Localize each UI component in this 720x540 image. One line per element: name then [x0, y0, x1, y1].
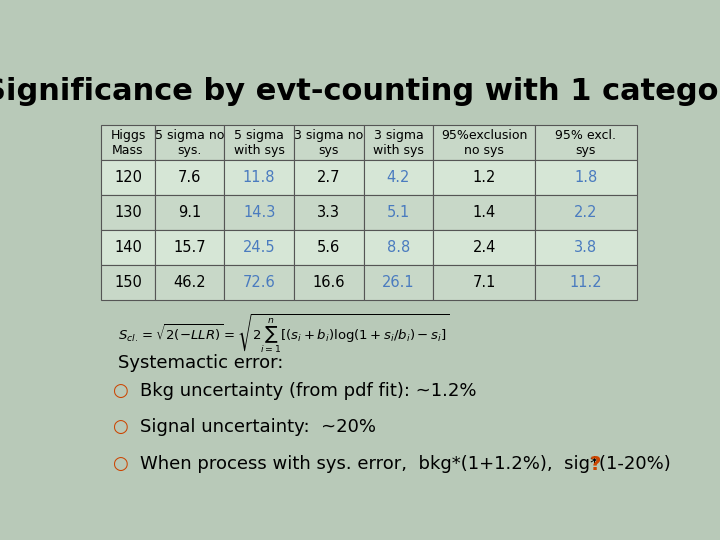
Bar [433, 195, 535, 230]
Text: 1.4: 1.4 [472, 205, 496, 220]
Text: Systemactic error:: Systemactic error: [118, 354, 283, 372]
Text: ?: ? [590, 455, 600, 474]
Text: Bkg uncertainty (from pdf fit): ~1.2%: Bkg uncertainty (from pdf fit): ~1.2% [140, 382, 477, 400]
Text: 7.6: 7.6 [178, 170, 201, 185]
Bar [101, 265, 155, 300]
Text: ○: ○ [112, 418, 128, 436]
Text: 11.8: 11.8 [243, 170, 276, 185]
Bar [433, 160, 535, 195]
Bar [294, 125, 364, 160]
Bar [364, 230, 433, 265]
Bar [155, 230, 225, 265]
Text: 5.1: 5.1 [387, 205, 410, 220]
Text: When process with sys. error,  bkg*(1+1.2%),  sig*(1-20%): When process with sys. error, bkg*(1+1.2… [140, 455, 671, 473]
Text: 26.1: 26.1 [382, 275, 415, 290]
Text: 1.8: 1.8 [575, 170, 598, 185]
Text: 2.7: 2.7 [317, 170, 341, 185]
Bar [155, 160, 225, 195]
Text: 46.2: 46.2 [174, 275, 206, 290]
Bar [155, 125, 225, 160]
Text: 4.2: 4.2 [387, 170, 410, 185]
Bar [294, 230, 364, 265]
Text: 95% excl.
sys: 95% excl. sys [555, 129, 616, 157]
Text: 16.6: 16.6 [312, 275, 345, 290]
Text: Significance by evt-counting with 1 category: Significance by evt-counting with 1 cate… [0, 77, 720, 106]
Text: 3 sigma
with sys: 3 sigma with sys [373, 129, 424, 157]
Bar [225, 265, 294, 300]
Bar [225, 230, 294, 265]
Text: 2.4: 2.4 [472, 240, 496, 255]
Text: 150: 150 [114, 275, 142, 290]
Bar [294, 195, 364, 230]
Text: 11.2: 11.2 [570, 275, 602, 290]
Bar [101, 230, 155, 265]
Bar [535, 125, 636, 160]
Text: 95%exclusion
no sys: 95%exclusion no sys [441, 129, 527, 157]
Text: 5 sigma no
sys.: 5 sigma no sys. [155, 129, 224, 157]
Text: 5 sigma
with sys: 5 sigma with sys [234, 129, 284, 157]
Text: ○: ○ [112, 382, 128, 400]
Bar [364, 160, 433, 195]
Text: 14.3: 14.3 [243, 205, 275, 220]
Bar [294, 160, 364, 195]
Text: 8.8: 8.8 [387, 240, 410, 255]
Text: 15.7: 15.7 [174, 240, 206, 255]
Bar [225, 195, 294, 230]
Bar [433, 265, 535, 300]
Text: 9.1: 9.1 [178, 205, 201, 220]
Text: 1.2: 1.2 [472, 170, 496, 185]
Text: Higgs
Mass: Higgs Mass [110, 129, 145, 157]
Bar [101, 125, 155, 160]
Bar [433, 125, 535, 160]
Bar [535, 265, 636, 300]
Bar [155, 265, 225, 300]
Bar [155, 195, 225, 230]
Text: 24.5: 24.5 [243, 240, 276, 255]
Text: 130: 130 [114, 205, 142, 220]
Bar [535, 230, 636, 265]
Text: 120: 120 [114, 170, 142, 185]
Bar [101, 195, 155, 230]
Bar [294, 265, 364, 300]
Text: 140: 140 [114, 240, 142, 255]
Bar [364, 125, 433, 160]
Bar [535, 160, 636, 195]
Text: 72.6: 72.6 [243, 275, 276, 290]
Bar [364, 195, 433, 230]
Bar [101, 160, 155, 195]
Text: $S_{cl.} = \sqrt{2(-LLR)} = \sqrt{2\sum_{i=1}^{n}[(s_i + b_i)\log(1 + s_i/b_i) -: $S_{cl.} = \sqrt{2(-LLR)} = \sqrt{2\sum_… [118, 312, 449, 355]
Text: 5.6: 5.6 [318, 240, 341, 255]
Text: 7.1: 7.1 [472, 275, 496, 290]
Text: ○: ○ [112, 455, 128, 473]
Bar [364, 265, 433, 300]
Text: 2.2: 2.2 [575, 205, 598, 220]
Text: 3.8: 3.8 [575, 240, 598, 255]
Bar [225, 125, 294, 160]
Bar [225, 160, 294, 195]
Bar [535, 195, 636, 230]
Text: 3 sigma no
sys: 3 sigma no sys [294, 129, 364, 157]
Text: Signal uncertainty:  ~20%: Signal uncertainty: ~20% [140, 418, 377, 436]
Bar [433, 230, 535, 265]
Text: 3.3: 3.3 [318, 205, 341, 220]
